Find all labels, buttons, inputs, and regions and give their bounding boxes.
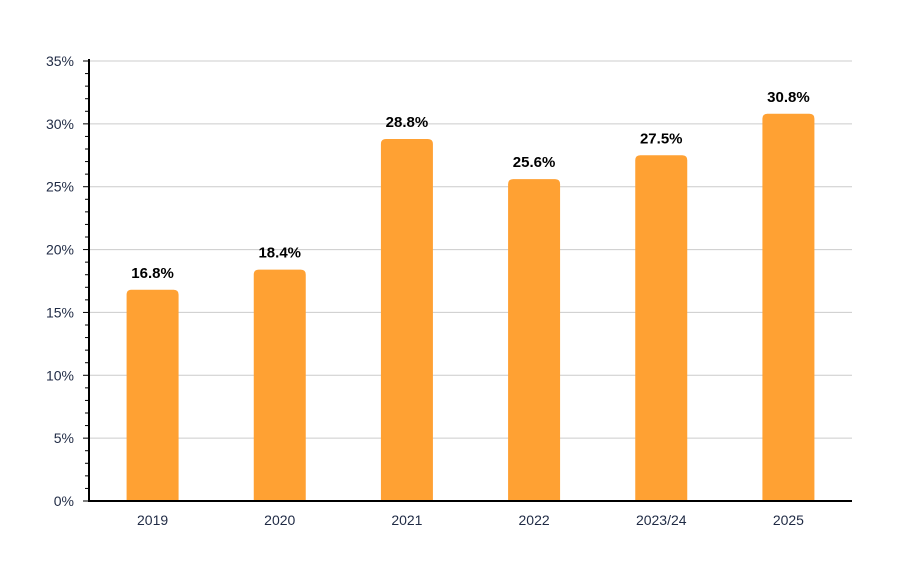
data-label: 25.6%	[513, 154, 556, 171]
y-tick-label: 15%	[46, 304, 74, 320]
y-tick-label: 10%	[46, 367, 74, 383]
data-label: 28.8%	[386, 114, 429, 131]
x-tick-label: 2025	[773, 512, 804, 528]
bar-2023-24	[635, 155, 688, 502]
bar-2019	[126, 289, 179, 501]
bar-2021	[380, 138, 433, 501]
y-tick-label: 25%	[46, 179, 74, 195]
x-tick-label: 2023/24	[636, 512, 687, 528]
y-tick-label: 5%	[54, 430, 74, 446]
bars	[126, 113, 815, 502]
y-tick-label: 0%	[54, 493, 74, 509]
axes	[83, 59, 852, 502]
bar-2025	[762, 113, 815, 502]
labels: 0% 5% 10% 15% 20% 25% 30% 35% 16.8% 2019 18.4% 2020…	[46, 53, 810, 528]
data-label: 27.5%	[640, 130, 683, 147]
data-label: 30.8%	[767, 89, 810, 106]
x-tick-label: 2022	[519, 512, 550, 528]
x-tick-label: 2019	[137, 512, 168, 528]
y-tick-label: 35%	[46, 53, 74, 69]
bar-2020	[253, 269, 306, 501]
y-tick-label: 20%	[46, 242, 74, 258]
x-tick-label: 2020	[264, 512, 295, 528]
y-tick-label: 30%	[46, 116, 74, 132]
bar-2022	[508, 179, 561, 501]
data-label: 18.4%	[258, 245, 301, 262]
data-label: 16.8%	[131, 265, 174, 282]
grid-lines	[89, 60, 852, 439]
x-tick-label: 2021	[391, 512, 422, 528]
